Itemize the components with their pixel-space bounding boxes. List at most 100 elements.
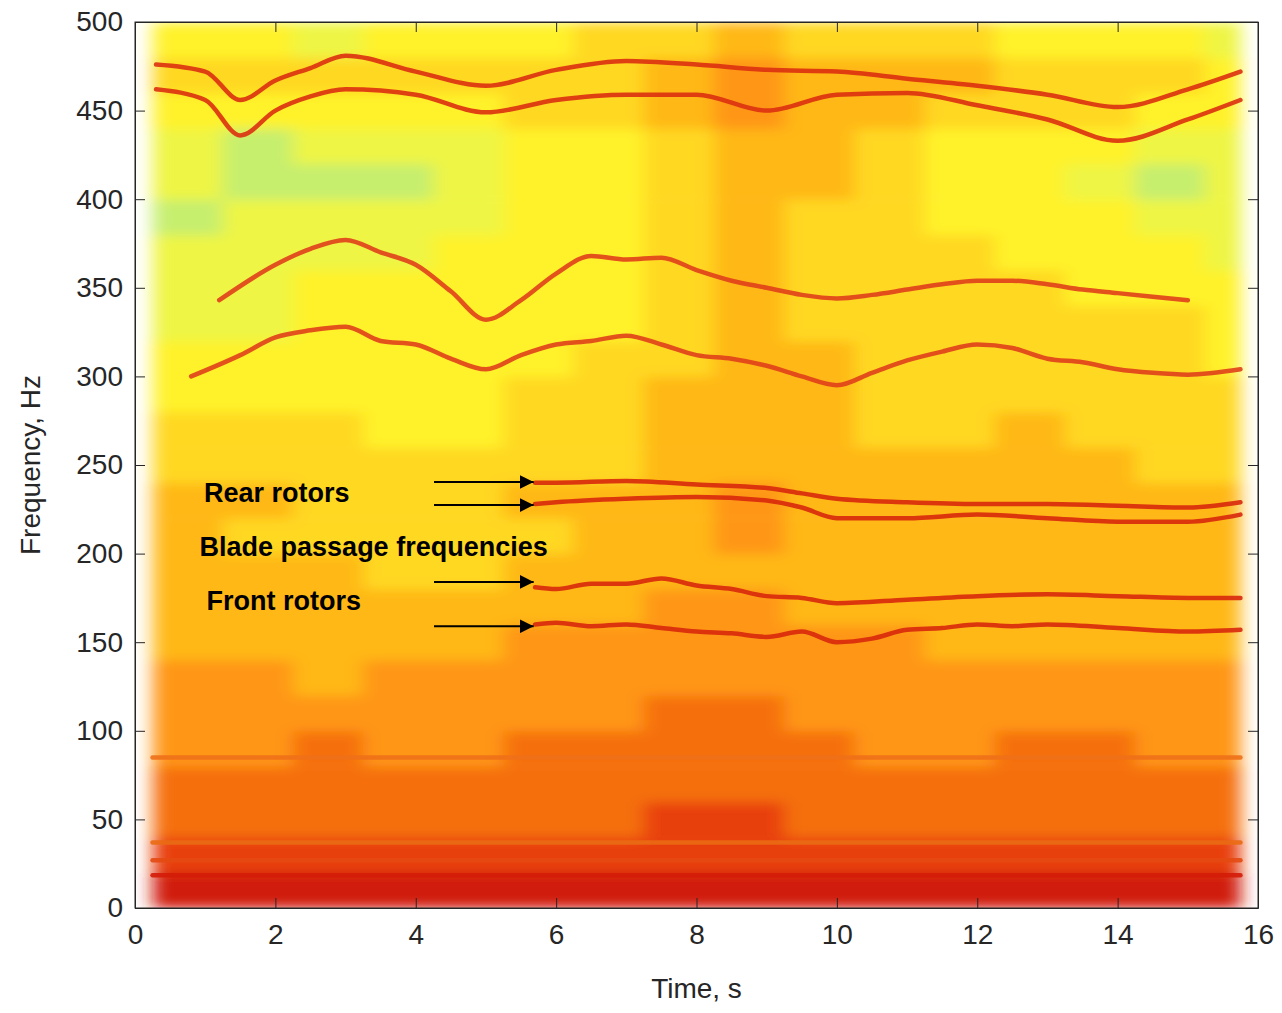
heatmap-cell — [644, 164, 715, 200]
x-tick-label: 10 — [822, 919, 853, 950]
heatmap-cell — [784, 128, 855, 164]
heatmap-cell — [644, 695, 715, 731]
x-tick: 12 — [962, 898, 993, 950]
heatmap-cell — [293, 306, 364, 342]
heatmap-cell — [784, 270, 855, 306]
heatmap-cell — [1135, 93, 1206, 129]
heatmap-cell — [433, 57, 504, 93]
y-tick: 350 — [76, 272, 145, 303]
heatmap-cell — [995, 695, 1066, 731]
heatmap-cell — [644, 93, 715, 129]
x-tick: 10 — [822, 898, 853, 950]
heatmap-cell — [574, 802, 645, 838]
y-tick-label: 0 — [107, 892, 123, 923]
heatmap-cell — [574, 199, 645, 235]
heatmap-cell — [784, 412, 855, 448]
heatmap-cell — [433, 802, 504, 838]
x-tick: 4 — [408, 898, 424, 950]
heatmap-cell — [1205, 802, 1241, 838]
heatmap-cell — [153, 341, 224, 377]
plot-area — [153, 22, 1242, 908]
x-tick: 14 — [1103, 898, 1134, 950]
background — [0, 0, 1282, 1013]
heatmap-cell — [574, 235, 645, 271]
frequency-track — [219, 240, 1188, 320]
heatmap-cell — [293, 270, 364, 306]
x-tick-label: 2 — [268, 919, 284, 950]
heatmap-cell — [1135, 589, 1206, 625]
y-tick-mark — [135, 376, 145, 377]
heatmap-cell — [995, 518, 1066, 554]
heatmap-cell — [503, 447, 574, 483]
heatmap-cell — [433, 447, 504, 483]
heatmap-cell — [363, 802, 434, 838]
heatmap-cell — [714, 766, 785, 802]
heatmap-cell — [574, 624, 645, 660]
heatmap-cell — [153, 376, 224, 412]
heatmap-cell — [363, 128, 434, 164]
heatmap-cell — [644, 483, 715, 519]
x-tick-label: 16 — [1243, 919, 1274, 950]
heatmap-cell — [503, 589, 574, 625]
heatmap-cell — [784, 199, 855, 235]
heatmap-cell — [293, 802, 364, 838]
heatmap-cell — [854, 589, 925, 625]
heatmap-cell — [854, 518, 925, 554]
heatmap-cell — [363, 164, 434, 200]
annotation: Front rotors — [207, 586, 362, 616]
heatmap-cell — [1135, 554, 1206, 590]
heatmap-cell — [153, 164, 224, 200]
heatmap-cell — [1065, 199, 1136, 235]
y-tick: 200 — [76, 538, 145, 569]
heatmap-cell — [644, 518, 715, 554]
heatmap-cell — [784, 695, 855, 731]
heatmap-cell — [1205, 22, 1241, 58]
heatmap-cell — [784, 235, 855, 271]
heatmap-cell — [644, 306, 715, 342]
heatmap-cell — [153, 412, 224, 448]
heatmap-cell — [854, 306, 925, 342]
heatmap-cell — [433, 412, 504, 448]
heatmap-cell — [644, 447, 715, 483]
heatmap-cell — [1135, 199, 1206, 235]
y-right-tick — [1248, 642, 1258, 643]
heatmap-cell — [363, 22, 434, 58]
heatmap-cell — [925, 802, 996, 838]
y-right-tick-mark — [1248, 111, 1258, 112]
heatmap-cell — [644, 199, 715, 235]
heatmap-cell — [1135, 802, 1206, 838]
heatmap-cell — [574, 589, 645, 625]
heatmap-cell — [1065, 164, 1136, 200]
heatmap-cell — [925, 447, 996, 483]
heatmap-cell — [363, 412, 434, 448]
heatmap-cell — [714, 235, 785, 271]
y-tick: 300 — [76, 361, 145, 392]
heatmap-cell — [153, 199, 224, 235]
heatmap-cell — [363, 235, 434, 271]
heatmap-cell — [995, 412, 1066, 448]
heatmap-cell — [714, 447, 785, 483]
frequency-track — [535, 481, 1240, 508]
frequency-track — [156, 89, 1240, 140]
heatmap-cell — [714, 412, 785, 448]
heatmap-cell — [1205, 128, 1241, 164]
heatmap-cell — [503, 306, 574, 342]
heatmap-cell — [714, 376, 785, 412]
heatmap-cell — [925, 22, 996, 58]
heatmap-cell — [574, 270, 645, 306]
heatmap-cell — [223, 802, 294, 838]
chart-svg: 0246810121416050100150200250300350400450… — [0, 0, 1282, 1013]
frequency-track — [153, 840, 1241, 845]
heatmap-cell — [293, 412, 364, 448]
heatmap-cell — [1205, 412, 1241, 448]
heatmap-cell — [503, 873, 574, 908]
heatmap-cell — [153, 660, 224, 696]
heatmap-cell — [433, 164, 504, 200]
heatmap-cell — [433, 341, 504, 377]
heatmap-cell — [995, 766, 1066, 802]
heatmap-cell — [1135, 235, 1206, 271]
heatmap-cell — [854, 93, 925, 129]
heatmap-cell — [293, 128, 364, 164]
y-tick: 150 — [76, 627, 145, 658]
heatmap-cell — [1065, 554, 1136, 590]
